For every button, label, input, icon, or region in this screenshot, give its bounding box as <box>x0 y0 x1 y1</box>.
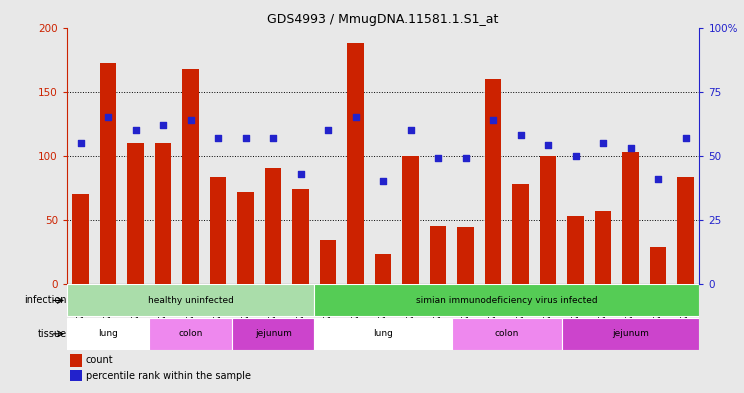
Bar <box>347 43 364 284</box>
Bar <box>127 143 144 284</box>
Text: colon: colon <box>495 329 519 338</box>
Bar <box>513 184 529 284</box>
Point <box>405 127 417 133</box>
Bar <box>650 247 667 284</box>
Bar <box>70 369 82 381</box>
Text: infection: infection <box>25 296 67 305</box>
Bar <box>452 318 562 350</box>
Bar <box>67 285 315 316</box>
Point <box>377 178 389 184</box>
Bar <box>375 254 391 284</box>
Text: colon: colon <box>179 329 203 338</box>
Point <box>185 117 196 123</box>
Point <box>74 140 86 146</box>
Point <box>129 127 141 133</box>
Point <box>157 122 169 128</box>
Bar <box>458 228 474 284</box>
Bar <box>430 226 446 284</box>
Bar <box>562 318 699 350</box>
Bar <box>568 216 584 284</box>
Bar <box>70 354 82 367</box>
Text: count: count <box>86 355 114 365</box>
Point <box>267 134 279 141</box>
Point <box>432 155 444 162</box>
Point <box>515 132 527 138</box>
Point <box>570 152 582 159</box>
Text: lung: lung <box>98 329 118 338</box>
Bar <box>315 318 452 350</box>
Text: jejunum: jejunum <box>254 329 292 338</box>
Bar <box>67 318 150 350</box>
Point <box>652 176 664 182</box>
Text: jejunum: jejunum <box>612 329 649 338</box>
Title: GDS4993 / MmugDNA.11581.1.S1_at: GDS4993 / MmugDNA.11581.1.S1_at <box>268 13 498 26</box>
Bar <box>540 156 557 284</box>
Bar <box>232 318 315 350</box>
Point <box>597 140 609 146</box>
Point <box>460 155 472 162</box>
Bar <box>315 285 699 316</box>
Bar <box>72 194 89 284</box>
Point <box>322 127 334 133</box>
Text: percentile rank within the sample: percentile rank within the sample <box>86 371 251 381</box>
Point <box>102 114 114 120</box>
Bar <box>150 318 232 350</box>
Bar <box>292 189 309 284</box>
Text: tissue: tissue <box>38 329 67 339</box>
Bar <box>595 211 612 284</box>
Point <box>295 171 307 177</box>
Bar <box>100 63 117 284</box>
Point <box>625 145 637 151</box>
Bar <box>210 178 226 284</box>
Text: healthy uninfected: healthy uninfected <box>148 296 234 305</box>
Point <box>212 134 224 141</box>
Bar <box>237 191 254 284</box>
Point <box>542 142 554 149</box>
Bar <box>677 178 694 284</box>
Bar <box>485 79 501 284</box>
Text: lung: lung <box>373 329 393 338</box>
Bar <box>155 143 171 284</box>
Bar <box>265 169 281 284</box>
Point <box>240 134 251 141</box>
Bar <box>403 156 419 284</box>
Text: simian immunodeficiency virus infected: simian immunodeficiency virus infected <box>416 296 597 305</box>
Bar <box>320 240 336 284</box>
Point <box>680 134 692 141</box>
Point <box>487 117 499 123</box>
Point <box>350 114 362 120</box>
Bar <box>623 152 639 284</box>
Bar <box>182 68 199 284</box>
